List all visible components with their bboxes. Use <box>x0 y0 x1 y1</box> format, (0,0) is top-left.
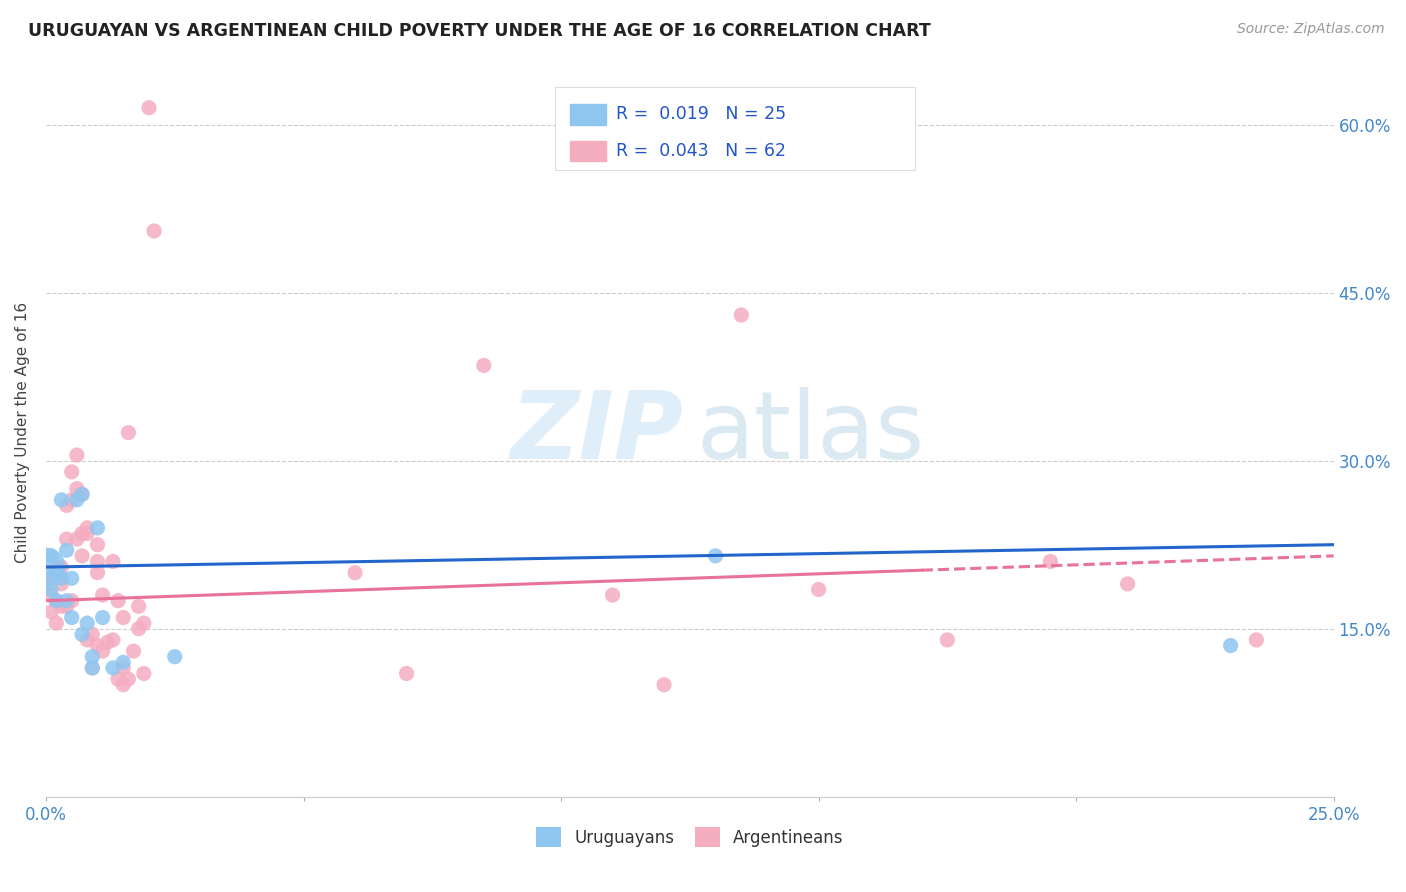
Point <box>66 482 89 496</box>
Point <box>86 521 108 535</box>
Point <box>704 549 727 563</box>
Point <box>1246 632 1268 647</box>
Point <box>45 593 67 607</box>
Point <box>86 566 108 580</box>
Point <box>51 571 73 585</box>
Point <box>163 649 186 664</box>
Point <box>602 588 624 602</box>
Text: ZIP: ZIP <box>510 386 683 479</box>
Point <box>51 571 73 585</box>
Point <box>45 560 67 574</box>
Point <box>55 543 77 558</box>
Point <box>60 571 83 585</box>
Point <box>45 593 67 607</box>
Point <box>101 632 124 647</box>
Point <box>70 627 93 641</box>
Text: URUGUAYAN VS ARGENTINEAN CHILD POVERTY UNDER THE AGE OF 16 CORRELATION CHART: URUGUAYAN VS ARGENTINEAN CHILD POVERTY U… <box>28 22 931 40</box>
Point <box>66 532 89 546</box>
Point <box>76 526 98 541</box>
Point <box>1219 639 1241 653</box>
Point <box>343 566 366 580</box>
Text: R =  0.019   N = 25: R = 0.019 N = 25 <box>616 105 786 123</box>
Point <box>128 599 150 614</box>
Point <box>45 616 67 631</box>
Point <box>35 577 58 591</box>
Point <box>730 308 752 322</box>
Point <box>112 678 135 692</box>
Point <box>55 499 77 513</box>
Point <box>39 605 62 619</box>
Point <box>936 632 959 647</box>
Point <box>86 554 108 568</box>
Point <box>112 656 135 670</box>
Point <box>76 616 98 631</box>
Point <box>86 639 108 653</box>
Y-axis label: Child Poverty Under the Age of 16: Child Poverty Under the Age of 16 <box>15 302 30 563</box>
Point <box>112 610 135 624</box>
Point <box>70 487 93 501</box>
Point <box>132 666 155 681</box>
Point <box>55 599 77 614</box>
Point <box>45 566 67 580</box>
Point <box>76 632 98 647</box>
Point <box>652 678 675 692</box>
Bar <box>569 104 606 125</box>
Point <box>112 661 135 675</box>
Point <box>117 425 139 440</box>
Point <box>1116 577 1139 591</box>
Point <box>91 610 114 624</box>
Point <box>1039 554 1062 568</box>
Point <box>51 560 73 574</box>
Point <box>472 359 495 373</box>
Text: atlas: atlas <box>696 386 925 479</box>
Point <box>60 492 83 507</box>
Point <box>70 487 93 501</box>
Legend: Uruguayans, Argentineans: Uruguayans, Argentineans <box>530 821 851 854</box>
Point <box>51 577 73 591</box>
Point <box>66 492 89 507</box>
Point <box>143 224 166 238</box>
Point <box>122 644 145 658</box>
Point <box>101 554 124 568</box>
Point <box>60 593 83 607</box>
Point <box>66 448 89 462</box>
Point <box>35 560 58 574</box>
Point <box>82 627 104 641</box>
Point <box>107 672 129 686</box>
Point <box>91 644 114 658</box>
Point <box>51 599 73 614</box>
Point <box>39 582 62 597</box>
Point <box>60 610 83 624</box>
Text: R =  0.043   N = 62: R = 0.043 N = 62 <box>616 142 786 160</box>
Point <box>91 588 114 602</box>
FancyBboxPatch shape <box>554 87 915 170</box>
Text: Source: ZipAtlas.com: Source: ZipAtlas.com <box>1237 22 1385 37</box>
Point <box>807 582 830 597</box>
Point <box>82 649 104 664</box>
Point <box>101 661 124 675</box>
Point <box>107 593 129 607</box>
Point <box>132 616 155 631</box>
Point <box>76 521 98 535</box>
Point <box>60 465 83 479</box>
Point <box>82 661 104 675</box>
Point <box>128 622 150 636</box>
Point <box>82 661 104 675</box>
Point <box>138 101 160 115</box>
Point <box>97 635 120 649</box>
Point <box>39 549 62 563</box>
Point <box>39 588 62 602</box>
Point <box>55 532 77 546</box>
Point <box>39 571 62 585</box>
Point <box>51 492 73 507</box>
Point <box>70 526 93 541</box>
Point <box>395 666 418 681</box>
Bar <box>569 141 606 161</box>
Point <box>86 538 108 552</box>
Point <box>70 549 93 563</box>
Point <box>55 593 77 607</box>
Point <box>117 672 139 686</box>
